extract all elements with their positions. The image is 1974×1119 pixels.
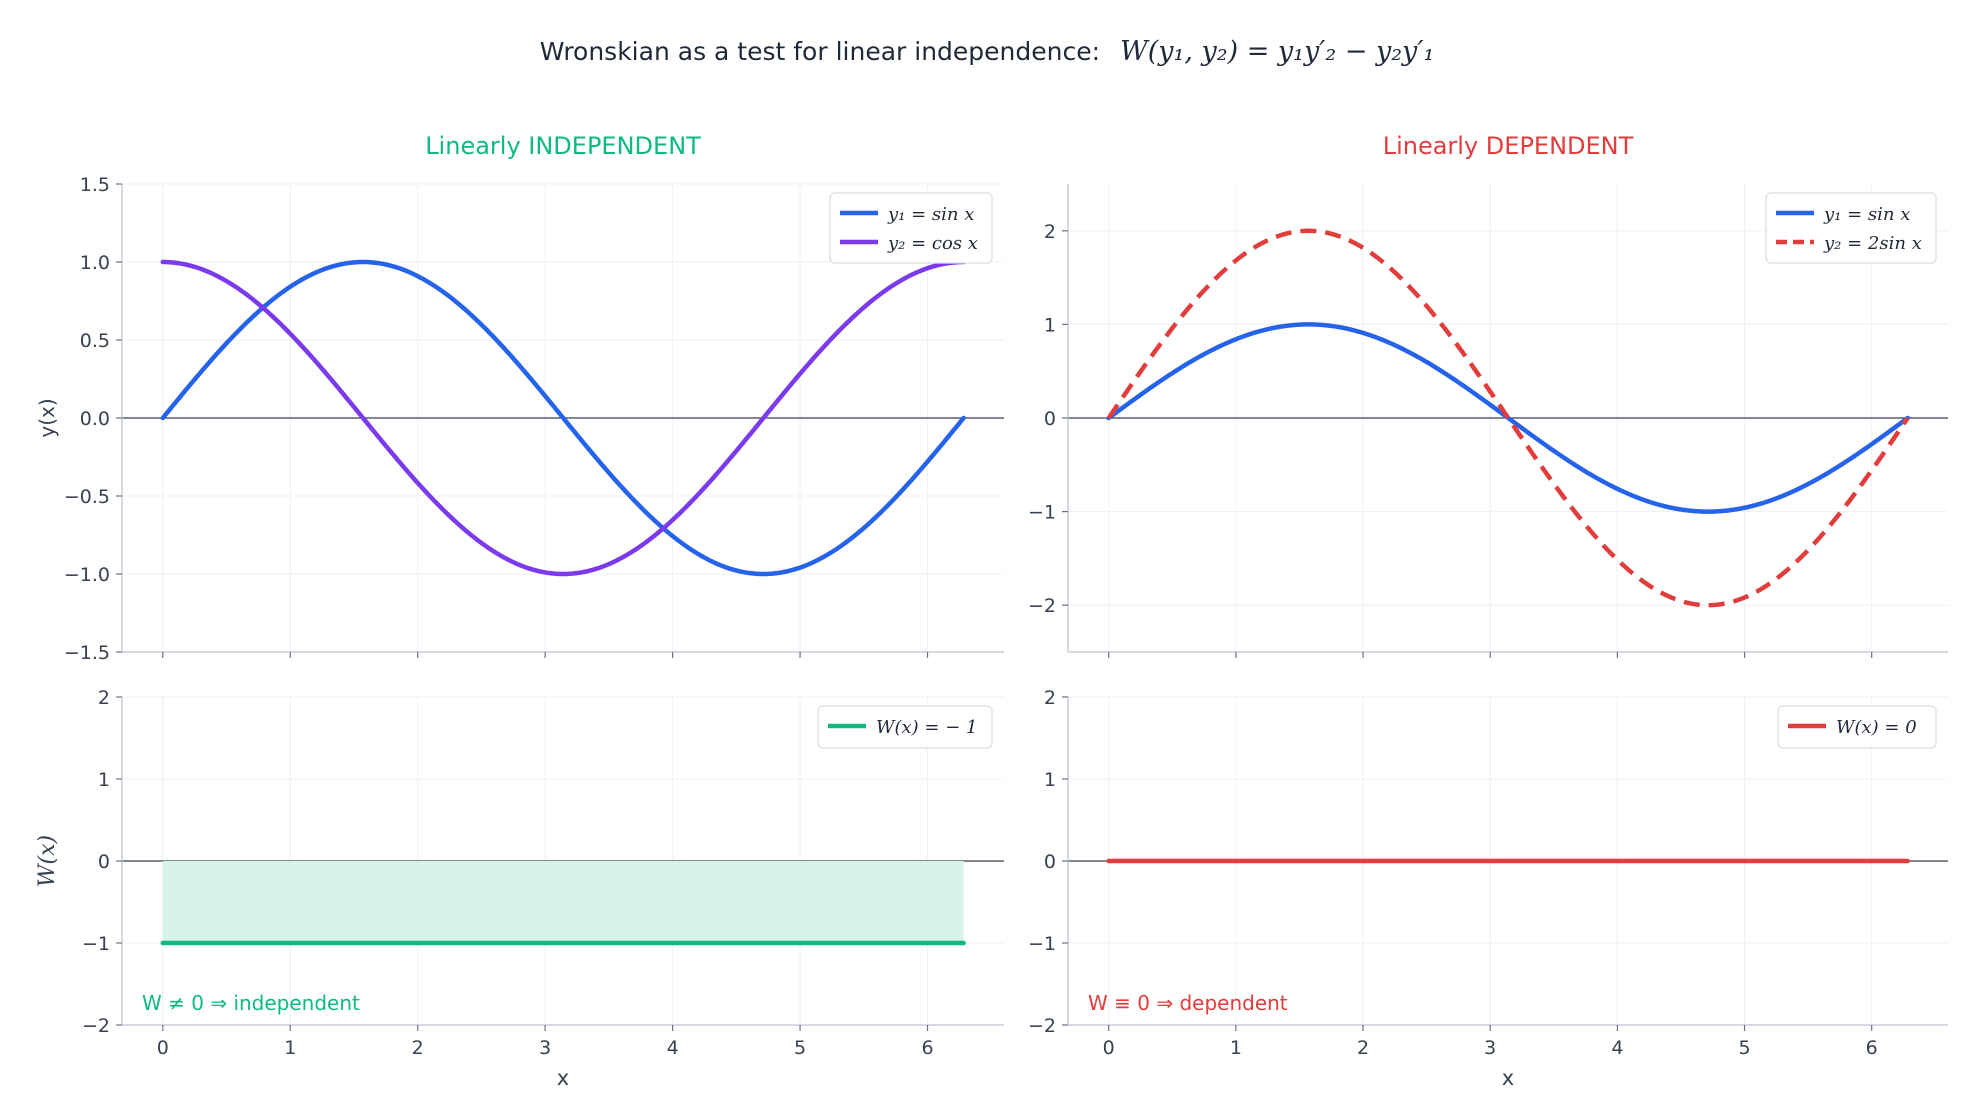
x-tick-label: 1	[1230, 1037, 1242, 1059]
x-tick-label: 2	[412, 1037, 424, 1059]
x-tick-label: 3	[1484, 1037, 1496, 1059]
x-tick-label: 5	[794, 1037, 806, 1059]
x-tick-label: 2	[1357, 1037, 1369, 1059]
legend-label: y₁ = sin x	[1823, 204, 1910, 225]
y-tick-label: 2	[1044, 221, 1056, 243]
x-tick-label: 0	[157, 1037, 169, 1059]
x-tick-label: 6	[1866, 1037, 1878, 1059]
chart-top-right: −2 −1 0 1 2 Linearly DEPENDENT y₁ = sin x y₂ = …	[1028, 132, 1948, 658]
y-tick-label: −1.5	[64, 642, 110, 664]
y-tick-label: 0	[98, 851, 110, 873]
y-tick-label: −0.5	[64, 486, 110, 508]
legend-box	[829, 192, 993, 264]
legend-label: y₂ = 2sin x	[1823, 233, 1922, 254]
fill-area	[162, 861, 964, 943]
x-tick-label: 0	[1103, 1037, 1115, 1059]
subplot-title: Linearly INDEPENDENT	[425, 132, 701, 160]
figure-title-text: Wronskian as a test for linear independe…	[540, 37, 1100, 66]
legend-box	[1777, 705, 1937, 749]
y-tick-label: −1	[1028, 502, 1056, 524]
y-tick-label: 1	[1044, 314, 1056, 336]
y-tick-label: 0	[1044, 851, 1056, 873]
x-axis-label: x	[557, 1066, 569, 1090]
legend-label: y₁ = sin x	[887, 204, 974, 225]
y-tick-label: 2	[98, 687, 110, 709]
y-tick-label: 1.0	[80, 252, 110, 274]
x-tick-label: 1	[284, 1037, 296, 1059]
series-line-0	[160, 259, 966, 577]
chart-bottom-right: −2 −1 0 1 2 0 1 2 3 4 5 6 x W(x) = 0 W ≡ 0 ⇒ dependent	[1028, 687, 1948, 1090]
y-tick-label: −1	[1028, 933, 1056, 955]
y-tick-label: −2	[82, 1015, 110, 1037]
y-tick-label: 0	[1044, 408, 1056, 430]
y-tick-label: 0.5	[80, 330, 110, 352]
chart-top-left: −1.5 −1.0 −0.5 0.0 0.5 1.0 1.5 Linearly INDEPEN…	[35, 132, 1004, 664]
x-tick-label: 4	[1611, 1037, 1623, 1059]
y-axis-label: W(x)	[35, 835, 60, 887]
y-tick-label: 1	[98, 769, 110, 791]
annotation-text: W ≠ 0 ⇒ independent	[142, 991, 360, 1015]
series-line-0	[1106, 322, 1910, 514]
subplot-title: Linearly DEPENDENT	[1383, 132, 1634, 160]
series-line-1	[1106, 228, 1910, 608]
legend-label: W(x) = − 1	[876, 717, 977, 738]
y-tick-label: 1.5	[80, 174, 110, 196]
y-axis-label: y(x)	[35, 398, 59, 437]
y-tick-label: 0.0	[80, 408, 110, 430]
x-tick-label: 3	[539, 1037, 551, 1059]
x-tick-label: 5	[1738, 1037, 1750, 1059]
legend-label: W(x) = 0	[1836, 717, 1917, 738]
y-tick-label: −2	[1028, 595, 1056, 617]
y-tick-label: −1.0	[64, 564, 110, 586]
legend-label: y₂ = cos x	[887, 233, 978, 254]
series-line-1	[160, 259, 966, 577]
chart-panels: −1.5 −1.0 −0.5 0.0 0.5 1.0 1.5 Linearly INDEPEN…	[35, 132, 1948, 1090]
figure-title-formula: W(y₁, y₂) = y₁y′₂ − y₂y′₁	[1120, 36, 1434, 67]
y-tick-label: 2	[1044, 687, 1056, 709]
annotation-text: W ≡ 0 ⇒ dependent	[1088, 991, 1288, 1015]
y-tick-label: 1	[1044, 769, 1056, 791]
x-tick-label: 4	[667, 1037, 679, 1059]
legend-box	[817, 705, 993, 749]
x-axis-label: x	[1502, 1066, 1514, 1090]
legend-box	[1765, 192, 1937, 264]
x-tick-label: 6	[921, 1037, 933, 1059]
figure-title: Wronskian as a test for linear independe…	[540, 36, 1435, 67]
chart-bottom-left: −2 −1 0 1 2 0 1 2 3 4 5 6 W(x) x W(x) = − 1 W ≠ 0 ⇒ ind…	[35, 687, 1004, 1090]
y-tick-label: −1	[82, 933, 110, 955]
y-tick-label: −2	[1028, 1015, 1056, 1037]
